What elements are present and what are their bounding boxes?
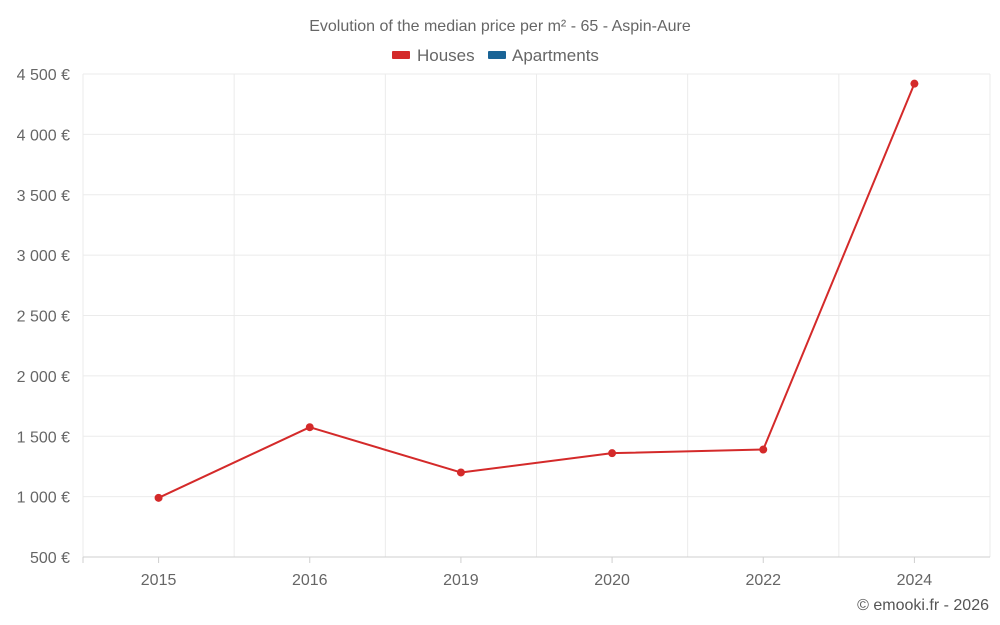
data-point-houses[interactable] bbox=[154, 493, 163, 502]
y-tick-label: 500 € bbox=[30, 550, 70, 567]
x-axis-ticks: 2015 2016 2019 2020 2022 2024 bbox=[141, 557, 933, 589]
legend-swatch-houses[interactable] bbox=[392, 51, 410, 59]
data-point-houses[interactable] bbox=[759, 445, 768, 454]
legend: Houses Apartments bbox=[392, 46, 599, 65]
y-tick-label: 1 000 € bbox=[17, 490, 70, 507]
x-tick-label: 2020 bbox=[594, 572, 630, 589]
legend-swatch-apartments[interactable] bbox=[488, 51, 506, 59]
x-tick-label: 2022 bbox=[745, 572, 781, 589]
series-line-houses bbox=[158, 83, 916, 499]
data-point-houses[interactable] bbox=[305, 423, 314, 432]
chart-title: Evolution of the median price per m² - 6… bbox=[309, 18, 691, 35]
data-point-houses[interactable] bbox=[910, 79, 919, 88]
y-tick-label: 4 500 € bbox=[17, 67, 70, 84]
y-tick-label: 2 500 € bbox=[17, 309, 70, 326]
x-tick-label: 2015 bbox=[141, 572, 177, 589]
legend-label-houses[interactable]: Houses bbox=[417, 46, 475, 65]
y-tick-label: 3 000 € bbox=[17, 248, 70, 265]
data-point-houses[interactable] bbox=[608, 449, 617, 458]
credit-text: © emooki.fr - 2026 bbox=[857, 597, 989, 614]
series bbox=[154, 79, 919, 502]
y-axis-ticks: 500 € 1 000 € 1 500 € 2 000 € 2 500 € 3 000 €… bbox=[17, 67, 70, 567]
data-point-houses[interactable] bbox=[456, 468, 465, 477]
y-tick-label: 4 000 € bbox=[17, 127, 70, 144]
grid bbox=[82, 73, 991, 557]
y-tick-label: 2 000 € bbox=[17, 369, 70, 386]
x-tick-label: 2016 bbox=[292, 572, 328, 589]
legend-label-apartments[interactable]: Apartments bbox=[512, 46, 599, 65]
x-tick-label: 2019 bbox=[443, 572, 479, 589]
y-tick-label: 3 500 € bbox=[17, 188, 70, 205]
axes bbox=[82, 556, 990, 563]
x-tick-label: 2024 bbox=[897, 572, 933, 589]
y-tick-label: 1 500 € bbox=[17, 429, 70, 446]
